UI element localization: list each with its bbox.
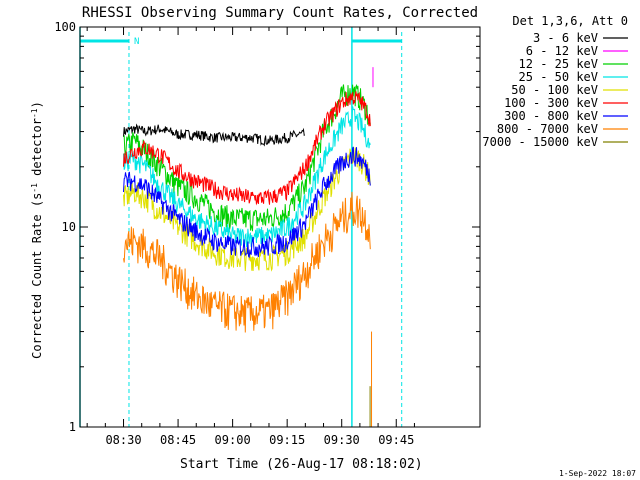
series-layer bbox=[123, 67, 374, 427]
legend-label: 50 - 100 keV bbox=[511, 83, 598, 97]
legend-label: 6 - 12 keV bbox=[526, 44, 598, 58]
x-tick-label: 09:00 bbox=[215, 433, 251, 447]
x-tick-label: 09:15 bbox=[269, 433, 305, 447]
series-100-300-kev-line bbox=[123, 91, 371, 206]
x-axis-label: Start Time (26-Aug-17 08:18:02) bbox=[180, 457, 423, 472]
legend-label: 12 - 25 keV bbox=[519, 57, 598, 71]
legend-label: 25 - 50 keV bbox=[519, 70, 598, 84]
x-tick-label: 09:30 bbox=[324, 433, 360, 447]
chart-title: RHESSI Observing Summary Count Rates, Co… bbox=[82, 5, 478, 21]
series-3-6-kev-line bbox=[123, 123, 306, 147]
series-12-25-kev-line bbox=[123, 83, 371, 232]
y-tick-label: 100 bbox=[54, 20, 76, 34]
legend-label: 300 - 800 keV bbox=[504, 109, 598, 123]
legend-label: 800 - 7000 keV bbox=[497, 122, 598, 136]
series-300-800-kev-line bbox=[123, 146, 371, 259]
series-800-7000-kev-line bbox=[123, 191, 371, 333]
y-tick-label: 10 bbox=[62, 220, 76, 234]
night-marker-label: N bbox=[134, 37, 139, 47]
legend-label: 100 - 300 keV bbox=[504, 96, 598, 110]
legend-label: 7000 - 15000 keV bbox=[482, 135, 598, 149]
axes: 1 10 100 08:30 08:45 09:00 09:15 09:30 09:45 bbox=[54, 20, 481, 447]
plot-timestamp: 1-Sep-2022 18:07 bbox=[559, 469, 636, 478]
x-tick-label: 08:45 bbox=[160, 433, 196, 447]
x-tick-label: 08:30 bbox=[105, 433, 141, 447]
y-tick-label: 1 bbox=[69, 420, 76, 434]
series-25-50-kev-line bbox=[123, 106, 371, 248]
legend-title: Det 1,3,6, Att 0 bbox=[512, 14, 628, 28]
legend-label: 3 - 6 keV bbox=[533, 31, 598, 45]
x-tick-label: 09:45 bbox=[378, 433, 414, 447]
y-axis-label: Corrected Count Rate (s-1 detector-1) bbox=[30, 101, 44, 359]
